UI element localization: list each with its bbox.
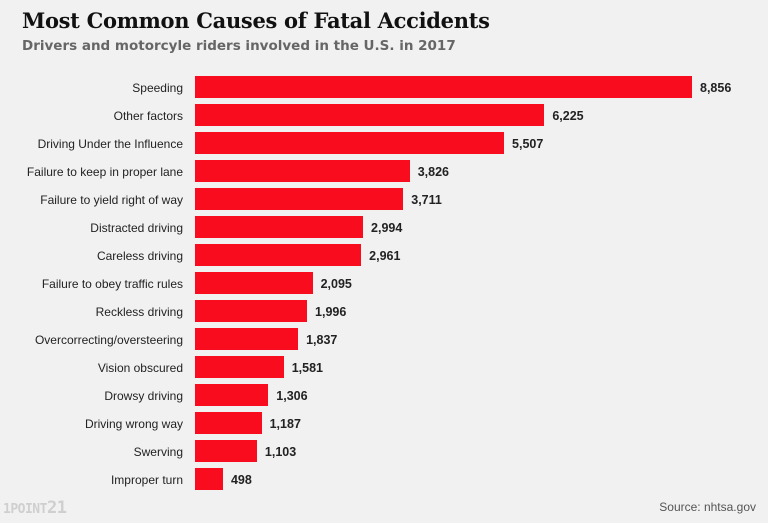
bar [195,188,404,210]
bar [195,384,269,406]
bar [195,412,262,434]
category-label: Failure to keep in proper lane [26,165,183,179]
value-label: 2,095 [320,277,352,291]
value-label: 1,306 [276,389,308,403]
value-label: 1,581 [291,361,323,375]
bar-row: Drowsy driving 1,306 [0,384,768,406]
bar-row: Failure to keep in proper lane 3,826 [0,160,768,182]
bar-row: Improper turn 498 [0,468,768,490]
category-label: Driving Under the Influence [37,137,183,151]
bar [195,468,223,490]
brand-logo: 1POINT21 [3,498,67,518]
bar-row: Speeding 8,856 [0,76,768,98]
category-label: Driving wrong way [84,417,183,431]
bar [195,104,545,126]
logo-text: 1POINT [3,502,47,517]
value-label: 1,103 [264,445,297,459]
bar [195,300,308,322]
bar-row: Swerving 1,103 [0,440,768,462]
value-label: 5,507 [512,137,544,151]
bar-row: Distracted driving 2,994 [0,216,768,238]
bar-row: Failure to yield right of way 3,711 [0,188,768,210]
value-label: 8,856 [700,81,732,95]
category-label: Reckless driving [95,305,183,319]
bar [195,76,692,98]
bar [195,356,284,378]
category-label: Improper turn [110,473,183,487]
bar-row: Careless driving 2,961 [0,244,768,266]
category-label: Distracted driving [90,221,183,235]
category-label: Other factors [113,109,183,123]
value-label: 6,225 [552,109,584,123]
bar [195,132,505,154]
value-label: 2,994 [371,221,403,235]
bar-row: Driving wrong way 1,187 [0,412,768,434]
chart-subtitle: Drivers and motorcyle riders involved in… [22,38,456,54]
value-label: 2,961 [369,249,401,263]
source-note: Source: nhtsa.gov [659,500,756,514]
logo-number: 21 [46,498,67,518]
category-label: Speeding [132,81,183,95]
bar [195,272,313,294]
value-label: 498 [230,473,252,487]
bar [195,440,257,462]
value-label: 1,187 [269,417,301,431]
category-label: Vision obscured [97,361,183,375]
category-label: Overcorrecting/oversteering [34,333,183,347]
value-label: 3,711 [411,193,442,207]
bar-row: Failure to obey traffic rules 2,095 [0,272,768,294]
category-label: Careless driving [96,249,183,263]
bar-row: Overcorrecting/oversteering 1,837 [0,328,768,350]
bar-row: Vision obscured 1,581 [0,356,768,378]
category-label: Swerving [133,445,183,459]
value-label: 3,826 [417,165,449,179]
bar [195,328,299,350]
category-label: Failure to yield right of way [40,193,183,207]
bar-row: Reckless driving 1,996 [0,300,768,322]
bar [195,216,364,238]
value-label: 1,996 [315,305,347,319]
chart-title: Most Common Causes of Fatal Accidents [22,8,490,33]
category-label: Failure to obey traffic rules [41,277,183,291]
bar-row: Driving Under the Influence 5,507 [0,132,768,154]
category-label: Drowsy driving [104,389,183,403]
value-label: 1,837 [306,333,338,347]
bar [195,244,362,266]
bar [195,160,410,182]
bar-row: Other factors 6,225 [0,104,768,126]
